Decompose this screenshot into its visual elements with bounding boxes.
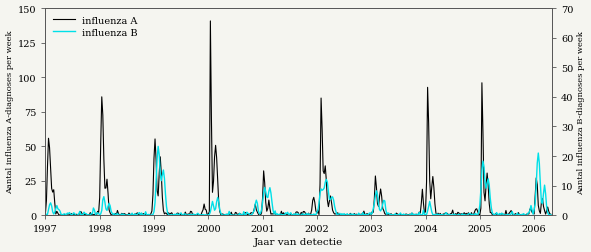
influenza A bbox=[42, 212, 49, 215]
influenza B bbox=[547, 213, 554, 216]
influenza B bbox=[155, 145, 162, 148]
influenza A bbox=[505, 212, 512, 215]
Y-axis label: Aantal influenza A-diagnoses per week: Aantal influenza A-diagnoses per week bbox=[5, 31, 14, 194]
influenza B bbox=[42, 212, 49, 215]
Legend: influenza A, influenza B: influenza A, influenza B bbox=[50, 14, 141, 41]
influenza A bbox=[207, 20, 214, 23]
X-axis label: Jaar van detectie: Jaar van detectie bbox=[254, 237, 343, 246]
influenza A bbox=[122, 214, 129, 217]
influenza B bbox=[505, 214, 512, 217]
Line: influenza A: influenza A bbox=[46, 22, 551, 215]
influenza A bbox=[128, 213, 135, 216]
influenza A bbox=[118, 212, 125, 215]
influenza A bbox=[303, 213, 310, 216]
influenza B bbox=[121, 214, 128, 217]
influenza A bbox=[451, 213, 458, 216]
influenza B bbox=[117, 214, 124, 217]
influenza B bbox=[451, 213, 458, 216]
influenza A bbox=[547, 213, 554, 216]
Line: influenza B: influenza B bbox=[46, 147, 551, 215]
influenza A bbox=[117, 214, 124, 217]
Y-axis label: Aantal influenza B-diagnoses per week: Aantal influenza B-diagnoses per week bbox=[577, 30, 586, 194]
influenza B bbox=[302, 213, 309, 216]
influenza B bbox=[393, 214, 400, 217]
influenza B bbox=[126, 213, 134, 216]
